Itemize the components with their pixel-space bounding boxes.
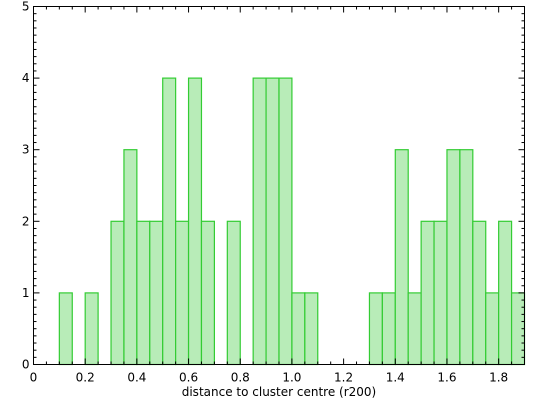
histogram-bar xyxy=(304,292,319,366)
x-tick-label: 0.6 xyxy=(179,371,198,385)
histogram-bar xyxy=(381,292,396,366)
histogram-bar xyxy=(58,292,73,366)
x-tick-label: 0.2 xyxy=(76,371,95,385)
histogram-bar xyxy=(368,292,383,366)
axis-ticks xyxy=(33,6,525,365)
y-tick-label: 3 xyxy=(22,143,30,157)
histogram-bar xyxy=(446,149,461,366)
x-tick-label: 1.8 xyxy=(489,371,508,385)
histogram-bar xyxy=(136,220,151,366)
y-tick-label: 1 xyxy=(22,286,30,300)
histogram-bar xyxy=(84,292,99,366)
histogram-bar xyxy=(485,292,500,366)
histogram-bar xyxy=(420,220,435,366)
histogram-bar xyxy=(394,149,409,366)
x-axis-label: distance to cluster centre (r200) xyxy=(182,385,377,399)
histogram-bar xyxy=(472,220,487,366)
histogram-bar xyxy=(187,77,203,366)
tick-labels: 0 0.2 0.4 0.6 0.8 1.0 1.2 1.4 1.6 1.8 0 1 2 3 4 5 xyxy=(22,0,508,385)
y-tick-label: 0 xyxy=(22,358,30,372)
histogram-bar xyxy=(407,292,422,366)
histogram-bar xyxy=(459,149,474,366)
histogram-bar xyxy=(149,220,164,366)
y-tick-label: 2 xyxy=(22,214,30,228)
x-tick-label: 0 xyxy=(30,371,38,385)
y-tick-label: 4 xyxy=(22,71,30,85)
histogram-bar xyxy=(265,77,280,366)
x-tick-label: 1.6 xyxy=(437,371,456,385)
x-tick-label: 0.8 xyxy=(231,371,250,385)
histogram-bar xyxy=(226,220,241,366)
x-tick-label: 1.2 xyxy=(334,371,353,385)
histogram-bar xyxy=(200,220,215,366)
x-tick-label: 1.4 xyxy=(386,371,405,385)
y-tick-label: 5 xyxy=(22,0,30,14)
histogram-bar xyxy=(498,220,513,366)
histogram-bar xyxy=(162,77,177,366)
histogram-bar xyxy=(123,149,138,366)
histogram-bar xyxy=(278,77,293,366)
x-tick-label: 0.4 xyxy=(127,371,146,385)
histogram-bar xyxy=(291,292,306,366)
histogram-bars xyxy=(58,77,526,366)
histogram-bar xyxy=(175,220,190,366)
histogram-bar xyxy=(252,77,267,366)
x-tick-label: 1.0 xyxy=(282,371,301,385)
histogram-bar xyxy=(110,220,125,366)
histogram-bar xyxy=(433,220,448,366)
